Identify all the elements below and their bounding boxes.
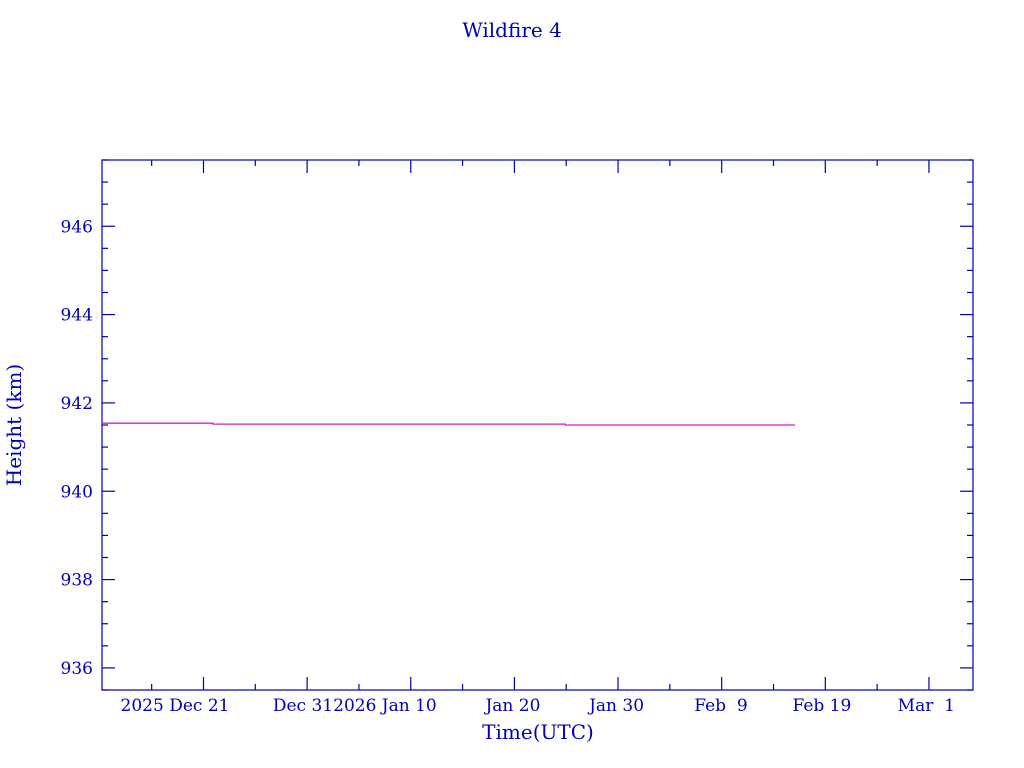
y-tick-label: 936 xyxy=(61,659,93,679)
y-tick-label: 942 xyxy=(61,394,93,414)
y-tick-label: 946 xyxy=(61,217,93,237)
x-tick-label: 2025 Dec 21 xyxy=(121,696,230,716)
x-tick-label: Feb 19 xyxy=(792,696,851,716)
y-tick-label: 938 xyxy=(61,571,93,591)
x-tick-label: Jan 20 xyxy=(483,696,540,716)
x-axis-label: Time(UTC) xyxy=(482,720,594,744)
x-tick-label: 2026 Jan 10 xyxy=(333,696,437,716)
plot-frame xyxy=(101,159,974,691)
x-tick-label: Dec 31 xyxy=(273,696,333,716)
y-tick-label: 940 xyxy=(61,482,93,502)
y-axis-label: Height (km) xyxy=(2,364,26,486)
series-line xyxy=(102,422,796,426)
x-tick-label: Mar 1 xyxy=(898,696,955,716)
chart-title: Wildfire 4 xyxy=(462,18,562,42)
x-tick-label: Feb 9 xyxy=(694,696,747,716)
x-tick-label: Jan 30 xyxy=(587,696,644,716)
y-tick-label: 944 xyxy=(61,306,93,326)
